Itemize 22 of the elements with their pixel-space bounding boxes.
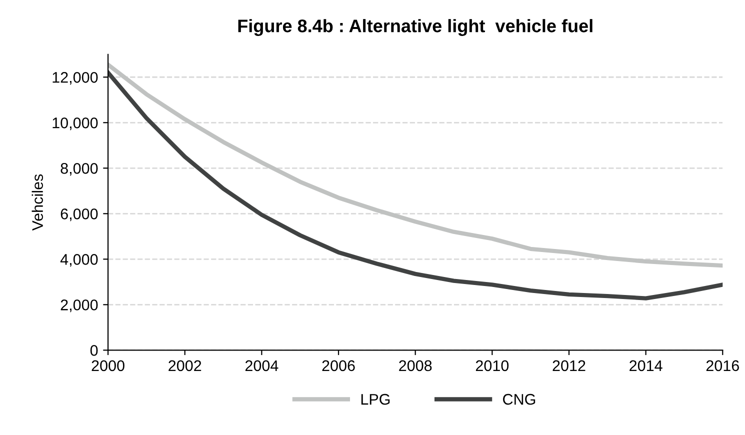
y-tick-label: 2,000 — [60, 300, 98, 312]
chart-title: Figure 8.4b : Alternative light vehicle fuel — [238, 19, 592, 36]
y-tick-label: 0 — [90, 345, 98, 356]
y-tick-label: 6,000 — [60, 208, 98, 222]
y-tick-label: 10,000 — [52, 118, 98, 130]
x-tick-label: 2014 — [630, 360, 662, 372]
legend-label: CNG — [503, 394, 536, 405]
y-tick-label: 8,000 — [60, 163, 98, 176]
x-tick-label: 2010 — [476, 360, 509, 372]
line-series — [108, 70, 723, 300]
x-tick-label: 2016 — [706, 360, 739, 372]
x-tick-label: 2000 — [92, 360, 124, 372]
y-axis-title: Vehciles — [32, 174, 44, 231]
legend-label: LPG — [361, 394, 390, 405]
x-tick-label: 2008 — [399, 360, 432, 372]
line-series — [108, 62, 723, 268]
x-tick-label: 2012 — [552, 360, 586, 372]
y-tick-label: 12,000 — [52, 72, 98, 85]
x-tick-label: 2004 — [245, 360, 278, 372]
x-tick-label: 2002 — [168, 360, 202, 372]
x-tick-label: 2006 — [322, 360, 355, 372]
y-tick-label: 4,000 — [60, 254, 98, 267]
